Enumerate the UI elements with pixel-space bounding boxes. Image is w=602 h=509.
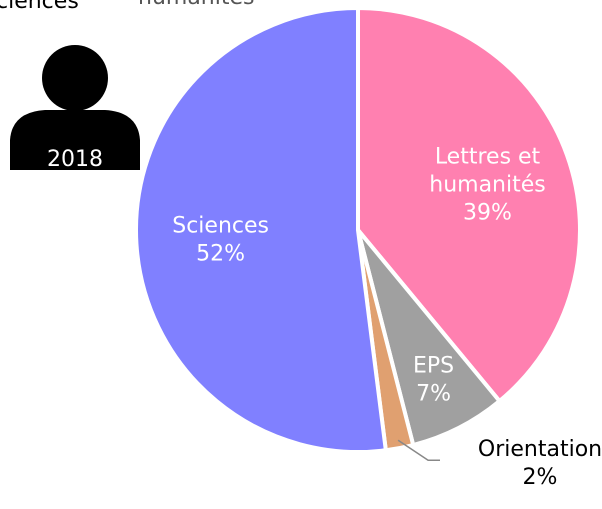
pie-slice — [134, 5, 389, 454]
slice-label: Lettres et humanités — [429, 144, 545, 197]
leader-line — [397, 439, 440, 461]
person-head — [42, 45, 108, 111]
slice-label: Orientation — [478, 437, 602, 462]
slice-value-label: 7% — [416, 381, 451, 406]
cropped-label: humanités — [138, 0, 254, 10]
year-label: 2018 — [47, 147, 103, 172]
slice-label: EPS — [413, 353, 454, 378]
person-body — [10, 110, 140, 170]
person-icon: 2018 — [10, 45, 140, 172]
slice-value-label: 39% — [463, 200, 512, 225]
slice-value-label: 52% — [196, 242, 245, 267]
cropped-label: ciences — [0, 0, 79, 14]
slice-value-label: 2% — [523, 465, 558, 490]
slice-label: Sciences — [172, 214, 269, 239]
pie-slice — [356, 5, 582, 404]
